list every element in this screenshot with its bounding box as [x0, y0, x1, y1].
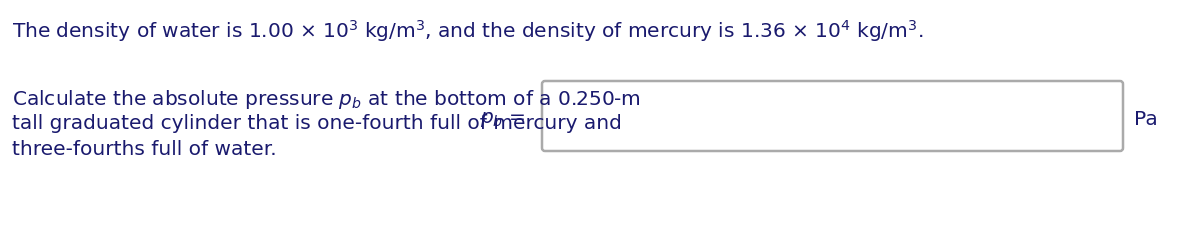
Text: $p_b$ =: $p_b$ =: [479, 110, 526, 129]
Text: three-fourths full of water.: three-fourths full of water.: [12, 140, 276, 159]
Text: The density of water is 1.00 $\times$ 10$^3$ kg/m$^3$, and the density of mercur: The density of water is 1.00 $\times$ 10…: [12, 18, 924, 44]
Text: Pa: Pa: [1134, 110, 1157, 129]
FancyBboxPatch shape: [542, 81, 1123, 151]
Text: tall graduated cylinder that is one-fourth full of mercury and: tall graduated cylinder that is one-four…: [12, 114, 622, 133]
Text: Calculate the absolute pressure $p_b$ at the bottom of a 0.250-m: Calculate the absolute pressure $p_b$ at…: [12, 88, 641, 111]
